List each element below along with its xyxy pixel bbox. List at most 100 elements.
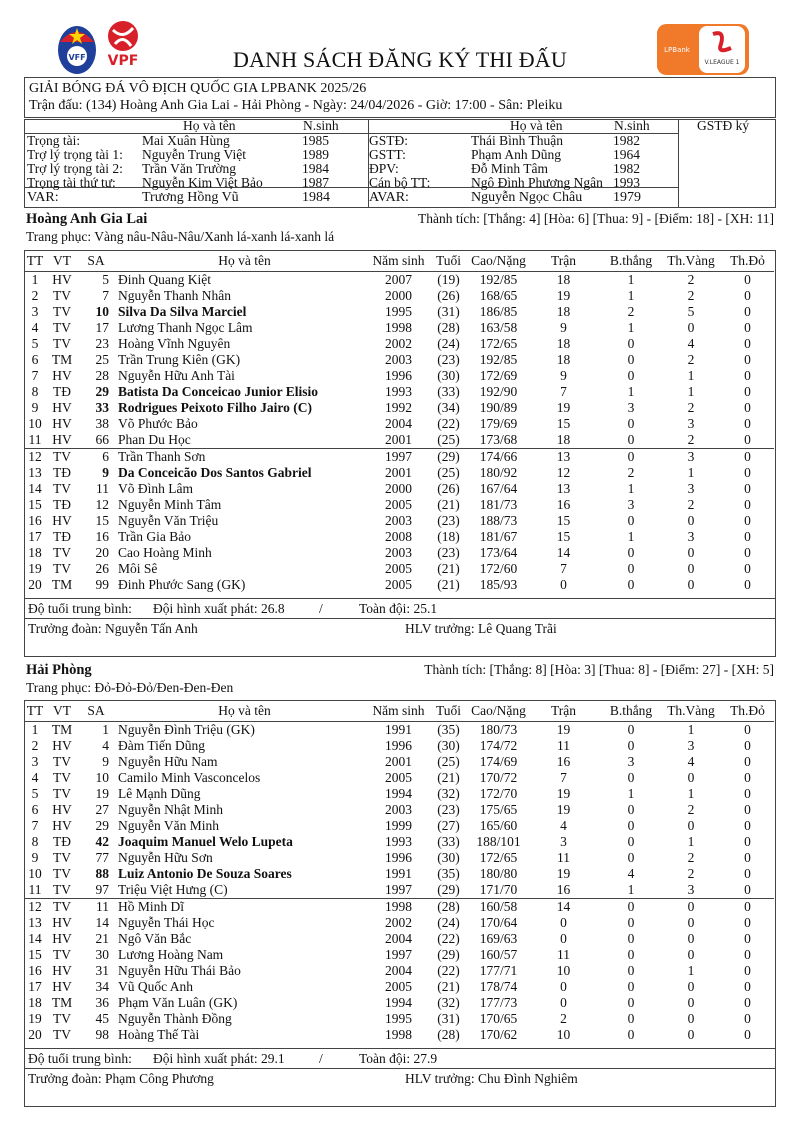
cell-yellow-cards: 0: [687, 931, 695, 946]
player-row: 12 TV 11 Hồ Minh Dĩ 1998 (28) 160/58 14 0 0 0: [25, 898, 774, 915]
cell-height-weight: 181/67: [479, 529, 518, 544]
cell-height-weight: 177/71: [479, 963, 518, 978]
cell-goals: 0: [627, 561, 635, 576]
cell-goals: 0: [627, 432, 635, 447]
cell-goals: 0: [627, 770, 635, 785]
cell-position: HV: [52, 738, 72, 753]
cell-name: Cao Hoàng Minh: [118, 545, 212, 560]
column-header: Họ và tên: [113, 701, 371, 722]
cell-yellow-cards: 0: [687, 561, 695, 576]
player-row: 15 TV 30 Lương Hoàng Nam 1997 (29) 160/57 11 0 0 0: [25, 947, 774, 963]
cell-number: 10: [95, 304, 110, 319]
cell-height-weight: 180/92: [479, 465, 518, 480]
cell-age: (22): [437, 416, 460, 431]
cell-name: Lê Mạnh Dũng: [118, 786, 201, 801]
cell-position: TV: [53, 770, 71, 785]
cell-tt: 5: [31, 336, 39, 351]
cell-red-cards: 0: [744, 368, 751, 383]
head-coach: HLV trưởng: Chu Đình Nghiêm: [405, 1071, 578, 1086]
cell-birth-year: 2007: [385, 272, 412, 287]
cell-red-cards: 0: [744, 931, 751, 946]
cell-position: TV: [53, 481, 71, 496]
cell-position: TV: [53, 866, 71, 881]
cell-birth-year: 1994: [385, 786, 412, 801]
cell-age: (21): [437, 561, 460, 576]
cell-name: Camilo Minh Vasconcelos: [118, 770, 261, 785]
official-name: Nguyễn Kim Việt Bảo: [142, 175, 263, 190]
cell-matches: 19: [556, 722, 571, 737]
column-header: Họ và tên: [113, 251, 371, 272]
official-year: 1993: [613, 175, 640, 190]
cell-age: (31): [437, 1011, 460, 1026]
cell-yellow-cards: 0: [687, 979, 695, 994]
column-header: Tuổi: [426, 701, 471, 722]
cell-name: Luiz Antonio De Souza Soares: [118, 866, 292, 881]
head-coach: HLV trưởng: Lê Quang Trãi: [405, 621, 557, 636]
player-row: 2 HV 4 Đàm Tiến Dũng 1996 (30) 174/72 11 0 3 0: [25, 738, 774, 754]
cell-name: Võ Đình Lâm: [118, 481, 193, 496]
cell-age: (18): [437, 529, 460, 544]
cell-position: TV: [45, 898, 79, 915]
cell-birth-year: 1998: [385, 1027, 412, 1042]
cell-goals: 0: [627, 995, 635, 1010]
cell-tt: 17: [28, 529, 42, 544]
cell-yellow-cards: 0: [687, 577, 695, 592]
official-year: 1989: [302, 147, 329, 162]
cell-number: 29: [95, 384, 110, 399]
cell-tt: 14: [28, 481, 42, 496]
cell-goals: 1: [627, 384, 635, 399]
cell-goals: 1: [627, 481, 635, 496]
page-title: DANH SÁCH ĐĂNG KÝ THI ĐẤU: [233, 47, 567, 72]
cell-name: Trần Gia Bảo: [118, 529, 191, 544]
cell-goals: 1: [627, 272, 635, 287]
cell-birth-year: 1994: [385, 995, 412, 1010]
cell-matches: 18: [556, 272, 571, 287]
cell-matches: 16: [556, 882, 571, 897]
cell-tt: 20: [28, 1027, 42, 1042]
cell-position: TM: [51, 995, 73, 1010]
column-header: Th.Đỏ: [721, 251, 774, 272]
cell-yellow-cards: 0: [687, 1027, 695, 1042]
player-row: 8 TĐ 42 Joaquim Manuel Welo Lupeta 1993 (33) 1…: [25, 834, 774, 850]
official-year: 1982: [613, 161, 640, 176]
cell-number: 34: [95, 979, 110, 994]
official-row: Trợ lý trọng tài 2: Trần Văn Trường 1984 ĐP…: [25, 162, 775, 176]
cell-name: Nguyễn Thái Học: [118, 915, 215, 930]
cell-number: 9: [102, 465, 109, 480]
cell-tt: 7: [31, 368, 39, 383]
cell-red-cards: 0: [744, 416, 751, 431]
cell-matches: 19: [556, 802, 571, 817]
cell-goals: 3: [627, 754, 635, 769]
header-sign: GSTĐ ký: [697, 118, 750, 133]
cell-age: (30): [437, 738, 460, 753]
cell-age: (32): [437, 995, 460, 1010]
cell-height-weight: 181/73: [479, 497, 518, 512]
cell-height-weight: 160/57: [479, 947, 518, 962]
cell-height-weight: 163/58: [479, 320, 518, 335]
cell-yellow-cards: 2: [687, 866, 695, 881]
cell-height-weight: 170/62: [479, 1027, 518, 1042]
official-row: Trợ lý trọng tài 1: Nguyễn Trung Việt 1989…: [25, 148, 775, 162]
cell-height-weight: 180/80: [479, 866, 518, 881]
cell-age: (23): [437, 802, 460, 817]
cell-goals: 2: [627, 465, 635, 480]
cell-matches: 19: [556, 288, 571, 303]
player-row: 12 TV 6 Trần Thanh Sơn 1997 (29) 174/66 13 0 3 0: [25, 448, 774, 465]
cell-red-cards: 0: [744, 336, 751, 351]
cell-number: 1: [102, 722, 109, 737]
divider: [25, 133, 678, 134]
cell-yellow-cards: 1: [687, 384, 695, 399]
vleague-logo: V.LEAGUE 1 LPBank: [655, 22, 750, 81]
cell-goals: 0: [627, 915, 635, 930]
cell-red-cards: 0: [744, 529, 751, 544]
cell-birth-year: 2002: [385, 915, 412, 930]
official-year: 1985: [302, 133, 329, 148]
cell-height-weight: 190/89: [479, 400, 518, 415]
cell-position: TM: [51, 577, 73, 592]
cell-name: Ngô Văn Bắc: [118, 931, 192, 946]
cell-age: (24): [437, 915, 460, 930]
cell-name: Nguyễn Hữu Thái Bảo: [118, 963, 241, 978]
cell-tt: 16: [28, 963, 42, 978]
column-header: VT: [45, 251, 79, 272]
cell-red-cards: 0: [744, 272, 751, 287]
